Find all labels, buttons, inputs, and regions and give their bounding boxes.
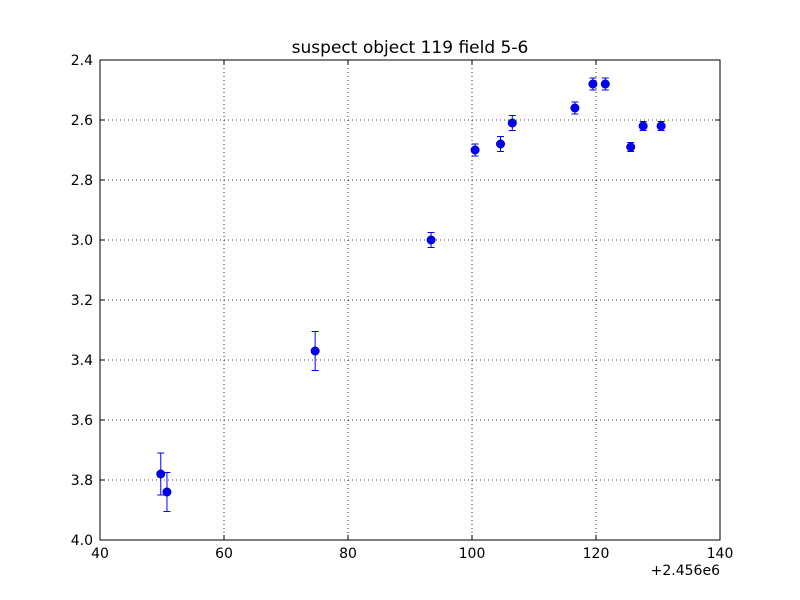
y-tick-label: 2.8	[71, 173, 93, 189]
axes: 40 60 80 100 120 140 2.4 2.6 2.8 3.0 3.2 3.4 3.6 3.8 4…	[71, 53, 734, 562]
data-point	[656, 121, 666, 131]
x-tick-label: 120	[583, 546, 610, 562]
x-tick-label: 140	[707, 546, 734, 562]
data-point	[570, 103, 580, 113]
y-tick-label: 3.6	[71, 413, 93, 429]
data-point	[156, 469, 166, 479]
data-point	[470, 145, 480, 155]
y-tick-label: 2.6	[71, 113, 93, 129]
y-tick-label: 4.0	[71, 533, 93, 549]
x-tick-label: 40	[91, 546, 109, 562]
y-tick-label: 3.8	[71, 473, 93, 489]
chart-title: suspect object 119 field 5-6	[292, 38, 529, 58]
data-point	[426, 235, 436, 245]
x-tick-label: 80	[339, 546, 357, 562]
x-offset-label: +2.456e6	[651, 563, 720, 579]
plot-frame	[99, 59, 721, 541]
data-series	[156, 77, 666, 512]
y-tick-label: 3.2	[71, 293, 93, 309]
grid	[100, 60, 720, 540]
data-point	[162, 487, 172, 497]
y-tick-label: 3.0	[71, 233, 93, 249]
data-point	[496, 139, 506, 149]
data-point	[507, 118, 517, 128]
x-tick-label: 60	[215, 546, 233, 562]
data-point	[588, 79, 598, 89]
x-tick-label: 100	[459, 546, 486, 562]
y-tick-label: 3.4	[71, 353, 93, 369]
data-point	[626, 142, 636, 152]
data-point	[600, 79, 610, 89]
y-tick-label: 2.4	[71, 53, 93, 69]
data-point	[310, 346, 320, 356]
data-point	[638, 121, 648, 131]
